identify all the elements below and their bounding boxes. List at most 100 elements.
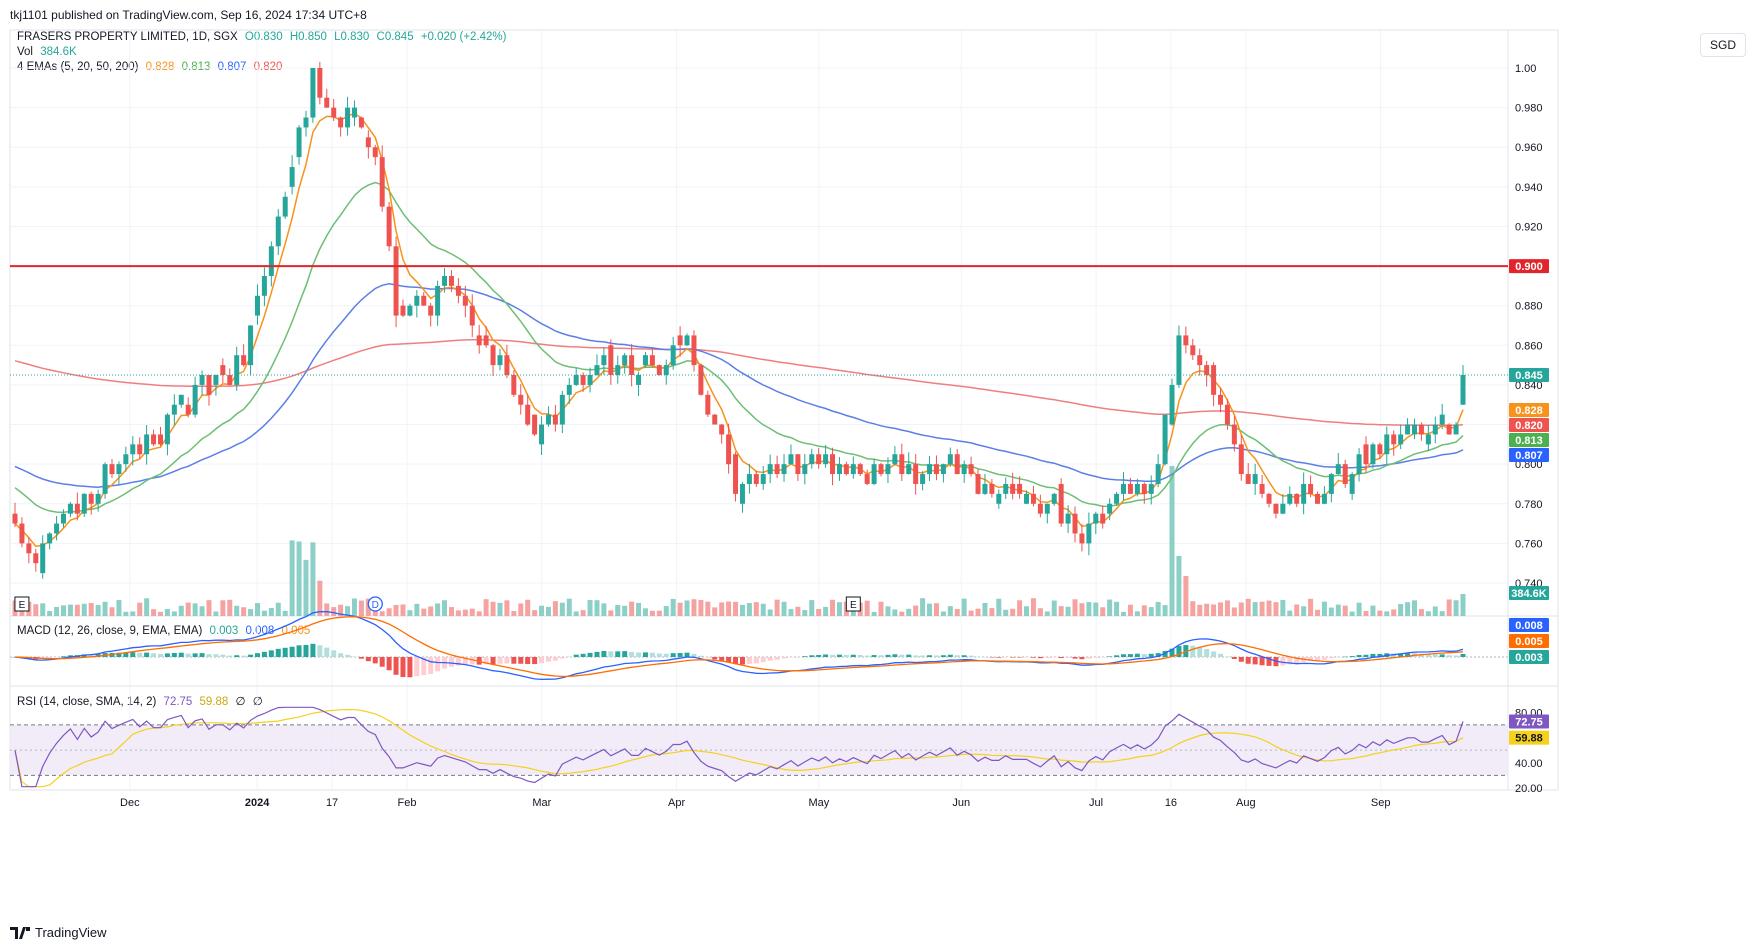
macd-histogram-bar	[871, 655, 877, 657]
macd-histogram-bar	[739, 657, 745, 665]
volume-bar	[719, 602, 725, 616]
dividend-marker-label: D	[372, 600, 379, 611]
macd-histogram-bar	[1321, 657, 1327, 660]
candle-body	[691, 335, 697, 366]
price-tag-label-bg	[1509, 433, 1549, 447]
volume-bar	[1425, 611, 1431, 616]
volume-bar	[539, 605, 545, 616]
macd-histogram-bar	[788, 657, 794, 658]
volume-axis-label-bg	[1509, 586, 1549, 600]
macd-histogram-bar	[1065, 657, 1071, 658]
volume-bar	[1107, 599, 1113, 616]
macd-axis-label-bg	[1509, 618, 1549, 632]
ema200-line	[14, 338, 1464, 427]
macd-histogram-bar	[1127, 654, 1133, 657]
volume-bar	[1141, 605, 1147, 616]
volume-bar	[448, 607, 454, 616]
candle-body	[1183, 335, 1189, 346]
macd-histogram-bar	[968, 655, 974, 657]
macd-histogram-bar	[746, 657, 752, 664]
macd-axis-label-bg	[1509, 634, 1549, 648]
price-tag-label-bg	[1509, 418, 1549, 432]
volume-bar	[469, 608, 475, 616]
macd-axis-label-bg	[1509, 650, 1549, 664]
candle-body	[504, 355, 510, 376]
macd-histogram-bar	[649, 652, 655, 657]
candle-body	[767, 464, 773, 475]
volume-bar	[656, 610, 662, 616]
volume-bar	[351, 598, 357, 616]
macd-histogram-bar	[954, 655, 960, 657]
volume-bar	[1315, 609, 1321, 616]
candle-body	[1363, 444, 1369, 465]
volume-bar	[261, 610, 267, 616]
currency-button[interactable]: SGD	[1700, 33, 1746, 57]
candle-body	[1190, 345, 1196, 356]
macd-histogram-bar	[899, 654, 905, 657]
price-axis-label: 0.760	[1515, 538, 1543, 550]
ema-label: 4 EMAs (5, 20, 50, 200)	[17, 61, 139, 73]
rsi-extra-1: ∅	[235, 696, 246, 708]
candle-body	[19, 523, 25, 544]
volume-bar	[739, 604, 745, 616]
volume-bar	[358, 600, 364, 616]
macd-histogram-bar	[1349, 656, 1355, 657]
macd-histogram-bar	[1197, 647, 1203, 657]
close-value: C0.845	[376, 31, 414, 43]
candle-body	[1294, 493, 1300, 504]
macd-histogram-bar	[1114, 655, 1120, 657]
macd-histogram-bar	[636, 652, 642, 657]
volume-bar	[365, 598, 371, 616]
candle-body	[1079, 533, 1085, 544]
macd-histogram-bar	[116, 652, 122, 657]
macd-histogram-bar	[1176, 645, 1182, 657]
macd-histogram-bar	[220, 654, 226, 657]
price-tag-label: 0.820	[1515, 420, 1543, 432]
volume-bar	[795, 606, 801, 616]
candle-body	[407, 305, 413, 316]
volume-bar	[1335, 604, 1341, 616]
candle-body	[1315, 493, 1321, 504]
candle-body	[594, 365, 600, 376]
volume-bar	[1037, 608, 1043, 616]
macd-hist-value: 0.003	[209, 625, 239, 637]
volume-bar	[642, 608, 648, 616]
macd-histogram-bar	[358, 657, 364, 659]
volume-bar	[60, 605, 66, 616]
volume-bar	[12, 600, 18, 616]
volume-bar	[157, 611, 163, 616]
macd-histogram-bar	[275, 648, 281, 657]
candle-body	[192, 384, 198, 415]
macd-histogram-bar	[310, 643, 316, 657]
volume-bar	[116, 600, 122, 616]
macd-histogram-bar	[171, 653, 177, 657]
candle-body	[885, 464, 891, 475]
rsi-label: RSI (14, close, SMA, 14, 2)	[17, 696, 157, 708]
candle-body	[511, 375, 517, 395]
volume-bar	[1134, 611, 1140, 616]
macd-histogram-bar	[1335, 656, 1341, 658]
macd-histogram-bar	[102, 653, 108, 657]
macd-histogram-bar	[608, 651, 614, 657]
candle-body	[1224, 404, 1230, 425]
macd-label: MACD (12, 26, close, 9, EMA, EMA)	[17, 625, 203, 637]
volume-bar	[393, 604, 399, 616]
volume-bar	[19, 598, 25, 616]
rsi-line	[14, 706, 1464, 788]
candle-body	[1065, 513, 1071, 524]
macd-histogram-bar	[442, 657, 448, 669]
candle-body	[753, 474, 759, 484]
volume-bar	[1197, 604, 1203, 616]
resistance-price-label-bg	[1509, 259, 1549, 274]
macd-histogram-bar	[781, 657, 787, 659]
macd-histogram-bar	[1370, 653, 1376, 657]
volume-bar	[220, 600, 226, 616]
macd-histogram-bar	[823, 654, 829, 657]
volume-bar	[421, 608, 427, 616]
macd-histogram-bar	[74, 655, 80, 657]
candle-body	[795, 454, 801, 475]
macd-histogram-bar	[559, 657, 565, 659]
candle-body	[428, 305, 434, 316]
time-axis-label: Jul	[1089, 797, 1103, 809]
